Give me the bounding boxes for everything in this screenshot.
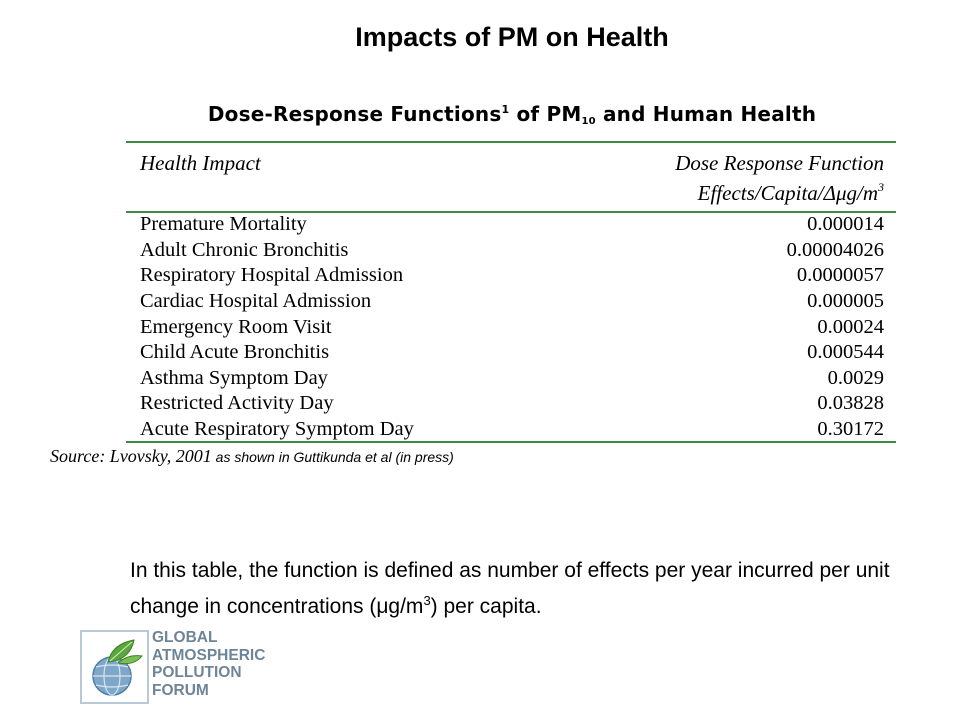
row-impact: Emergency Room Visit (140, 315, 332, 338)
globe-leaf-icon (92, 639, 143, 696)
row-value: 0.0029 (827, 366, 884, 389)
table-top-rule (126, 141, 896, 143)
logo-line: POLLUTION (152, 664, 242, 681)
table-row: Adult Chronic Bronchitis 0.00004026 (140, 238, 885, 264)
table-row: Premature Mortality 0.000014 (140, 212, 885, 238)
row-impact: Respiratory Hospital Admission (140, 264, 404, 287)
table-body: Premature Mortality 0.000014 Adult Chroni… (140, 212, 885, 442)
table-row: Cardiac Hospital Admission 0.000005 (140, 289, 885, 315)
column-header-function: Dose Response Function (675, 151, 884, 175)
row-value: 0.03828 (817, 392, 884, 415)
note-text: In this table, the function is defined a… (130, 559, 890, 618)
row-impact: Restricted Activity Day (140, 392, 334, 415)
row-impact: Premature Mortality (140, 213, 307, 236)
source-main: Source: Lvovsky, 2001 (50, 446, 212, 466)
table-row: Acute Respiratory Symptom Day 0.30172 (140, 417, 885, 443)
row-value: 0.00004026 (786, 238, 884, 261)
units-text: Effects/Capita/Δμg/m (697, 181, 878, 205)
table-row: Emergency Room Visit 0.00024 (140, 314, 885, 340)
caption-mid: of PM (509, 102, 582, 126)
column-header-units: Effects/Capita/Δμg/m3 (698, 180, 884, 206)
table-row: Child Acute Bronchitis 0.000544 (140, 340, 885, 366)
logo-line: GLOBAL (152, 629, 218, 646)
row-value: 0.000544 (807, 341, 884, 364)
note-text-end: ) per capita. (430, 595, 542, 618)
table-bottom-rule (126, 441, 896, 443)
table-row: Restricted Activity Day 0.03828 (140, 391, 885, 417)
row-impact: Child Acute Bronchitis (140, 341, 330, 364)
source-note: as shown in Guttikunda et al (in press) (211, 449, 454, 465)
page-title: Impacts of PM on Health (355, 22, 669, 52)
row-impact: Adult Chronic Bronchitis (140, 238, 349, 261)
table-row: Asthma Symptom Day 0.0029 (140, 366, 885, 392)
units-sup: 3 (878, 180, 884, 194)
table-caption: Dose-Response Functions1 of PM10 and Hum… (128, 102, 896, 127)
note-sup: 3 (423, 593, 431, 608)
forum-logo-text: GLOBAL ATMOSPHERIC POLLUTION FORUM (152, 629, 265, 699)
caption-subscript: 10 (581, 116, 596, 127)
row-impact: Acute Respiratory Symptom Day (140, 418, 414, 441)
caption-footnote: 1 (501, 103, 510, 116)
row-value: 0.30172 (817, 418, 884, 441)
column-header-impact: Health Impact (140, 151, 261, 175)
row-value: 0.0000057 (796, 264, 884, 287)
row-value: 0.00024 (817, 315, 884, 338)
forum-logo (80, 630, 149, 704)
caption-prefix: Dose-Response Functions (207, 102, 502, 126)
explanation-text: In this table, the function is defined a… (130, 556, 930, 622)
logo-line: ATMOSPHERIC (152, 646, 266, 664)
source-citation: Source: Lvovsky, 2001 as shown in Guttik… (50, 446, 454, 467)
row-impact: Asthma Symptom Day (140, 366, 328, 389)
row-value: 0.000005 (807, 290, 884, 313)
table-header-rule (126, 211, 896, 213)
table-row: Respiratory Hospital Admission 0.0000057 (140, 263, 885, 289)
caption-suffix: and Human Health (595, 102, 817, 126)
row-impact: Cardiac Hospital Admission (140, 290, 372, 313)
logo-line: FORUM (152, 681, 209, 699)
row-value: 0.000014 (807, 213, 884, 236)
